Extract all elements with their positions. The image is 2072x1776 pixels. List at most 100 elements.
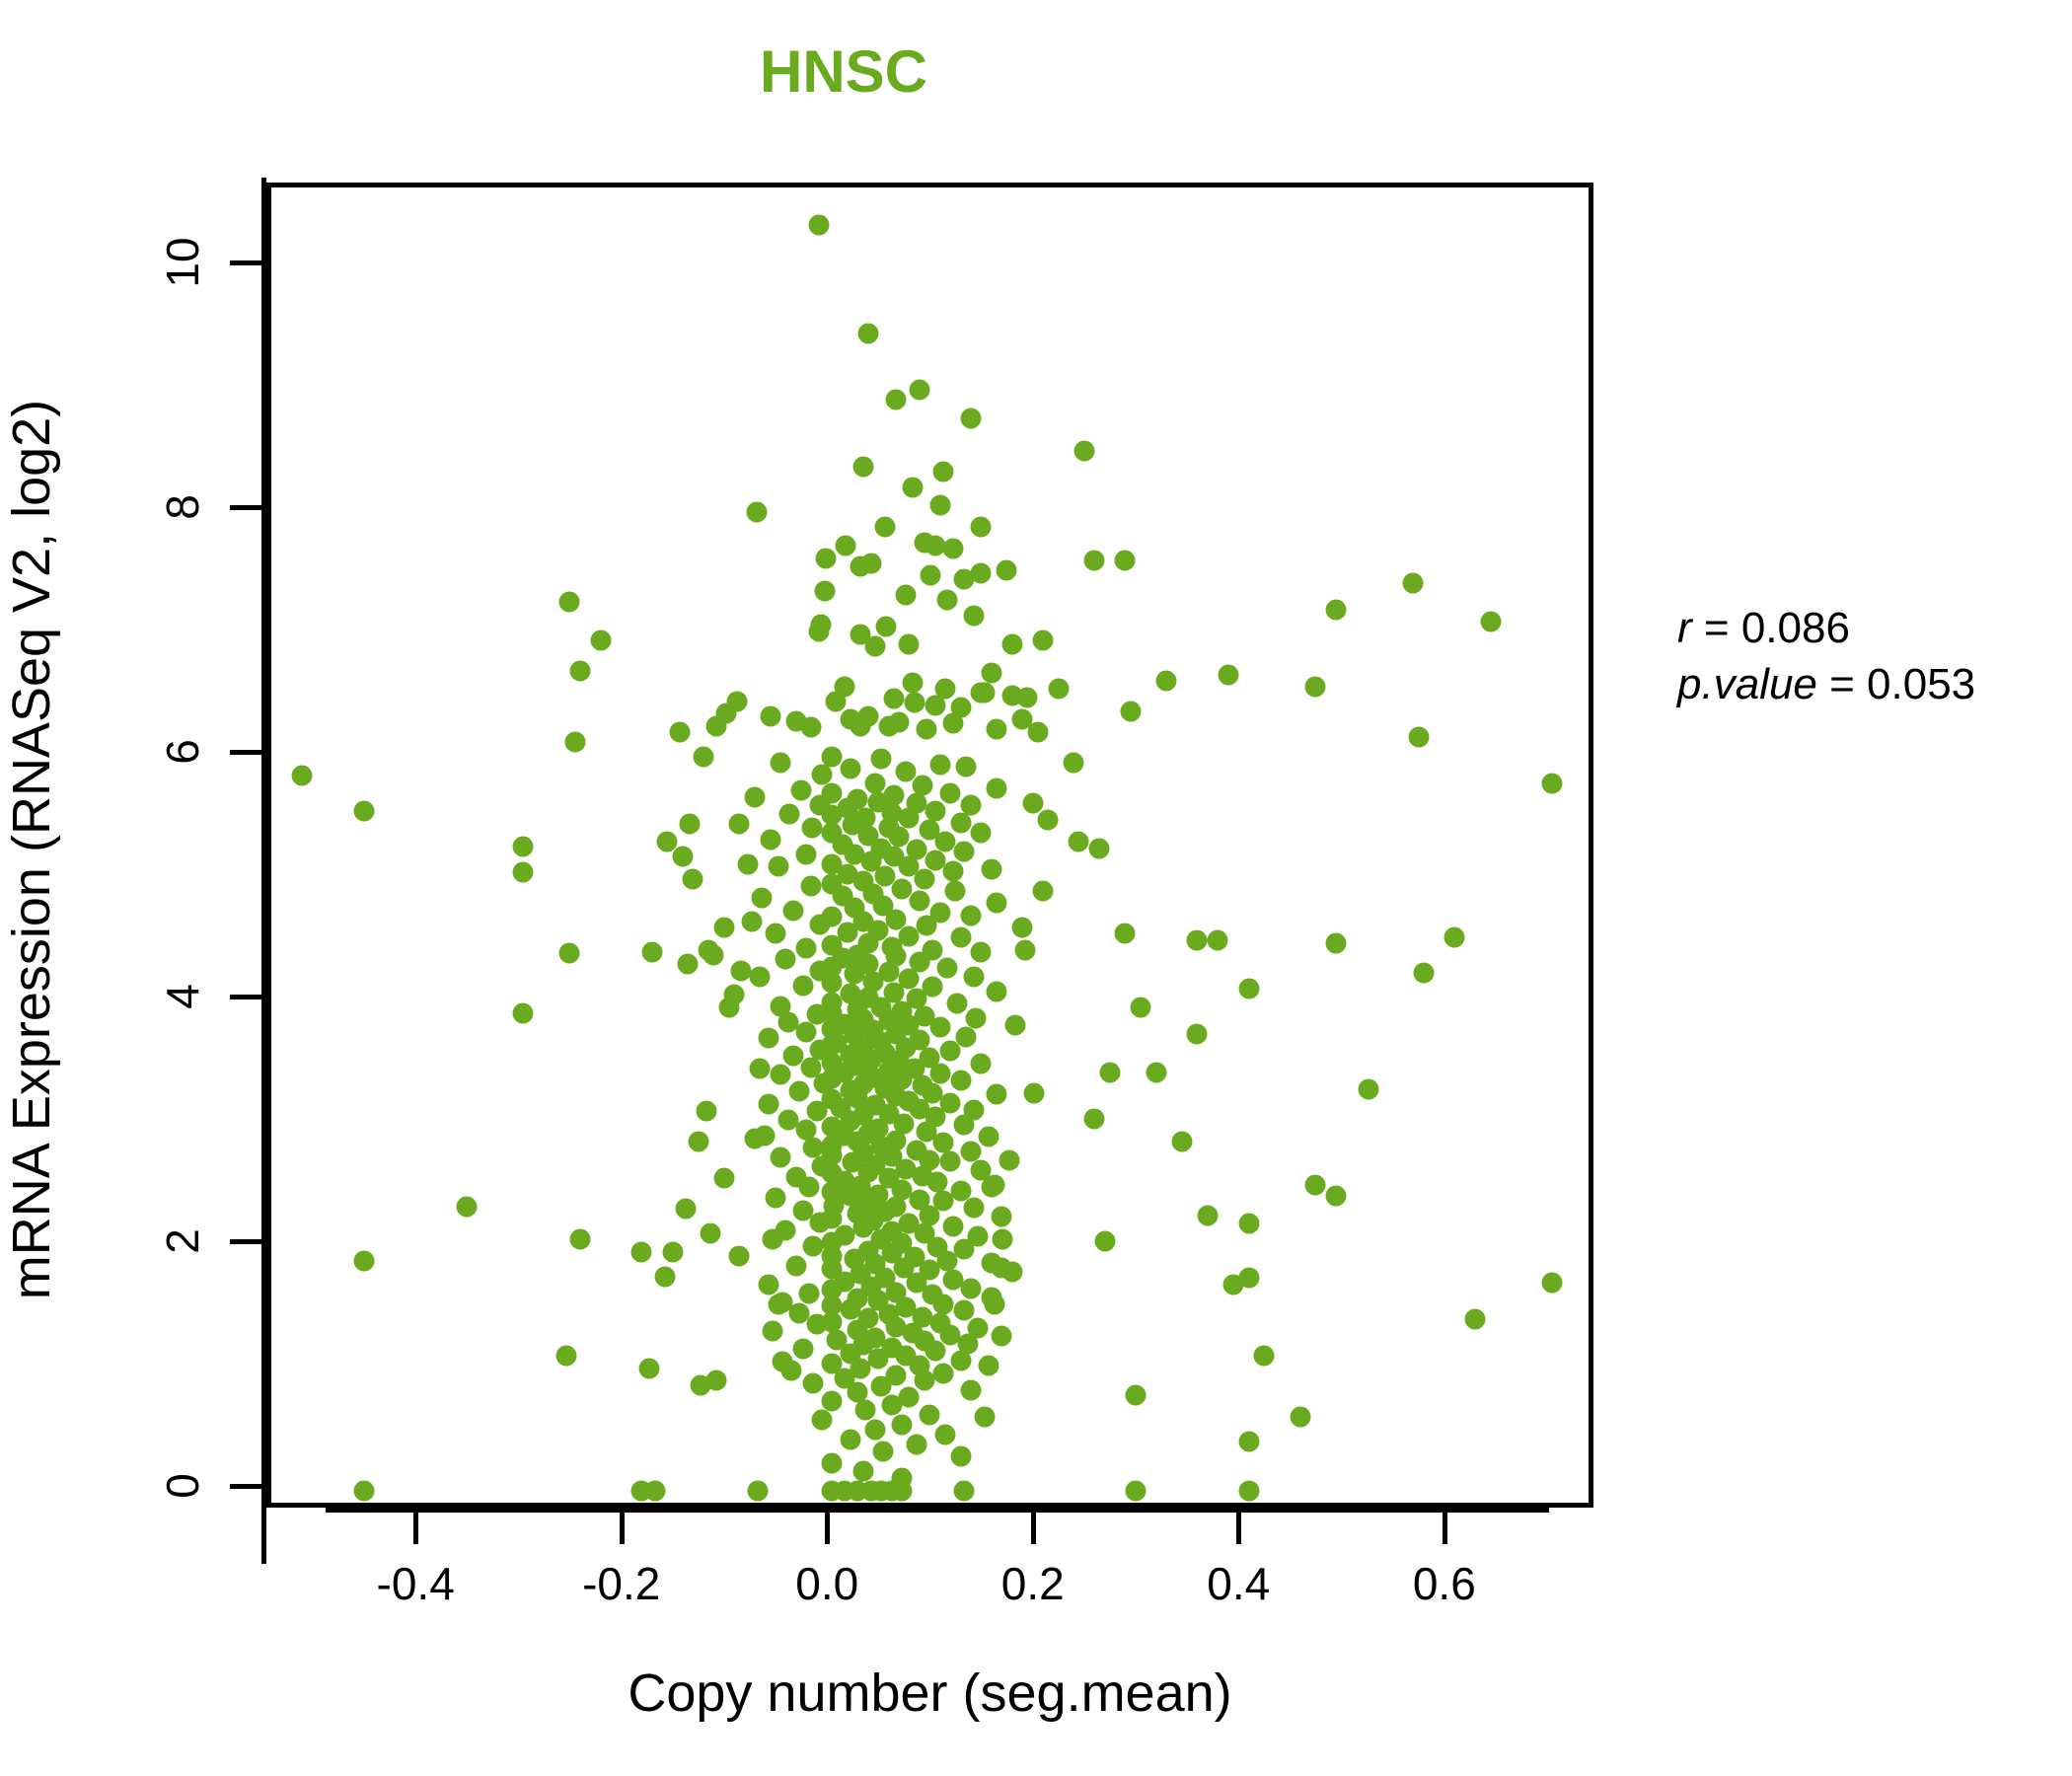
y-tick-mark (230, 749, 261, 755)
scatter-point (942, 538, 964, 559)
scatter-point (1155, 670, 1177, 692)
scatter-point (693, 746, 714, 768)
scatter-point (906, 1272, 927, 1294)
scatter-point (762, 1320, 783, 1342)
scatter-point (891, 1179, 913, 1201)
scatter-point (895, 1296, 917, 1318)
scatter-point (747, 1480, 769, 1502)
scatter-point (1027, 721, 1049, 743)
scatter-point (875, 616, 897, 637)
scatter-point (512, 861, 534, 883)
scatter-point (878, 961, 900, 983)
scatter-point (770, 1064, 791, 1085)
scatter-point (916, 718, 937, 740)
scatter-point (777, 1011, 799, 1033)
scatter-point (932, 461, 954, 482)
scatter-point (792, 1338, 814, 1360)
scatter-point (864, 773, 886, 794)
scatter-point (939, 782, 961, 804)
scatter-point (809, 914, 831, 935)
scatter-point (1358, 1078, 1379, 1100)
scatter-point (785, 1255, 807, 1276)
scatter-point (1120, 701, 1142, 722)
scatter-point (925, 850, 945, 871)
scatter-point (770, 1147, 791, 1168)
scatter-point (795, 1119, 817, 1141)
scatter-point (978, 1355, 999, 1376)
scatter-point (1304, 676, 1326, 698)
scatter-point (777, 1109, 799, 1131)
x-tick-label: 0.4 (1207, 1558, 1271, 1609)
scatter-point (963, 1197, 985, 1219)
scatter-point (854, 1399, 876, 1421)
scatter-point (883, 982, 905, 1003)
scatter-point (811, 1409, 833, 1431)
scatter-point (893, 1113, 915, 1135)
scatter-point (844, 844, 865, 865)
scatter-point (912, 775, 933, 796)
scatter-point (808, 621, 830, 642)
scatter-point (991, 1206, 1012, 1227)
scatter-point (705, 1369, 727, 1391)
scatter-point (815, 548, 837, 569)
scatter-point (672, 846, 694, 867)
scatter-point (852, 1460, 873, 1482)
page-title: HNSC (759, 38, 927, 105)
scatter-point (909, 1189, 930, 1211)
scatter-point (891, 1069, 913, 1090)
scatter-point (768, 1294, 789, 1315)
stat-equals: = (1691, 604, 1741, 652)
scatter-point (920, 564, 941, 586)
scatter-point (914, 1369, 935, 1391)
scatter-point (844, 963, 865, 985)
scatter-point (1068, 831, 1089, 852)
scatter-point (675, 1198, 697, 1220)
scatter-point (867, 1348, 889, 1369)
stat-value: 0.086 (1740, 604, 1850, 652)
scatter-point (768, 855, 789, 877)
scatter-point (814, 580, 836, 602)
scatter-point (1125, 1384, 1147, 1406)
scatter-point (1083, 1108, 1105, 1130)
scatter-point (1114, 923, 1136, 944)
scatter-point (929, 494, 951, 516)
scatter-point (974, 1406, 996, 1428)
scatter-point (953, 568, 975, 590)
scatter-point (939, 1040, 961, 1062)
scatter-point (1048, 678, 1070, 700)
scatter-point (656, 831, 678, 852)
scatter-point (981, 858, 1002, 880)
scatter-point (798, 1283, 820, 1304)
scatter-point (801, 817, 823, 839)
scatter-point (864, 635, 886, 657)
scatter-point (821, 746, 843, 768)
scatter-point (1016, 687, 1038, 708)
x-tick-mark (1442, 1513, 1447, 1544)
scatter-point (762, 1228, 783, 1250)
stat-value: 0.053 (1867, 660, 1976, 709)
scatter-point (558, 942, 580, 964)
scatter-point (698, 939, 719, 961)
scatter-point (751, 887, 773, 909)
scatter-point (788, 1080, 810, 1102)
scatter-point (850, 1358, 871, 1379)
scatter-point (760, 705, 781, 727)
scatter-point (893, 1257, 915, 1279)
scatter-point (353, 1250, 375, 1272)
scatter-point (758, 1093, 779, 1115)
scatter-point (891, 878, 913, 900)
scatter-point (960, 1141, 982, 1162)
scatter-point (936, 957, 958, 979)
scatter-point (909, 890, 930, 912)
scatter-point (906, 1434, 927, 1455)
scatter-point (1218, 664, 1239, 686)
scatter-point (837, 922, 858, 943)
scatter-point (795, 1021, 817, 1043)
scatter-point (885, 909, 907, 930)
scatter-point (1099, 1062, 1121, 1083)
scatter-point (1063, 752, 1084, 774)
scatter-point (821, 1390, 843, 1412)
scatter-point (986, 892, 1007, 914)
scatter-point (942, 1216, 964, 1237)
scatter-point (760, 829, 781, 851)
